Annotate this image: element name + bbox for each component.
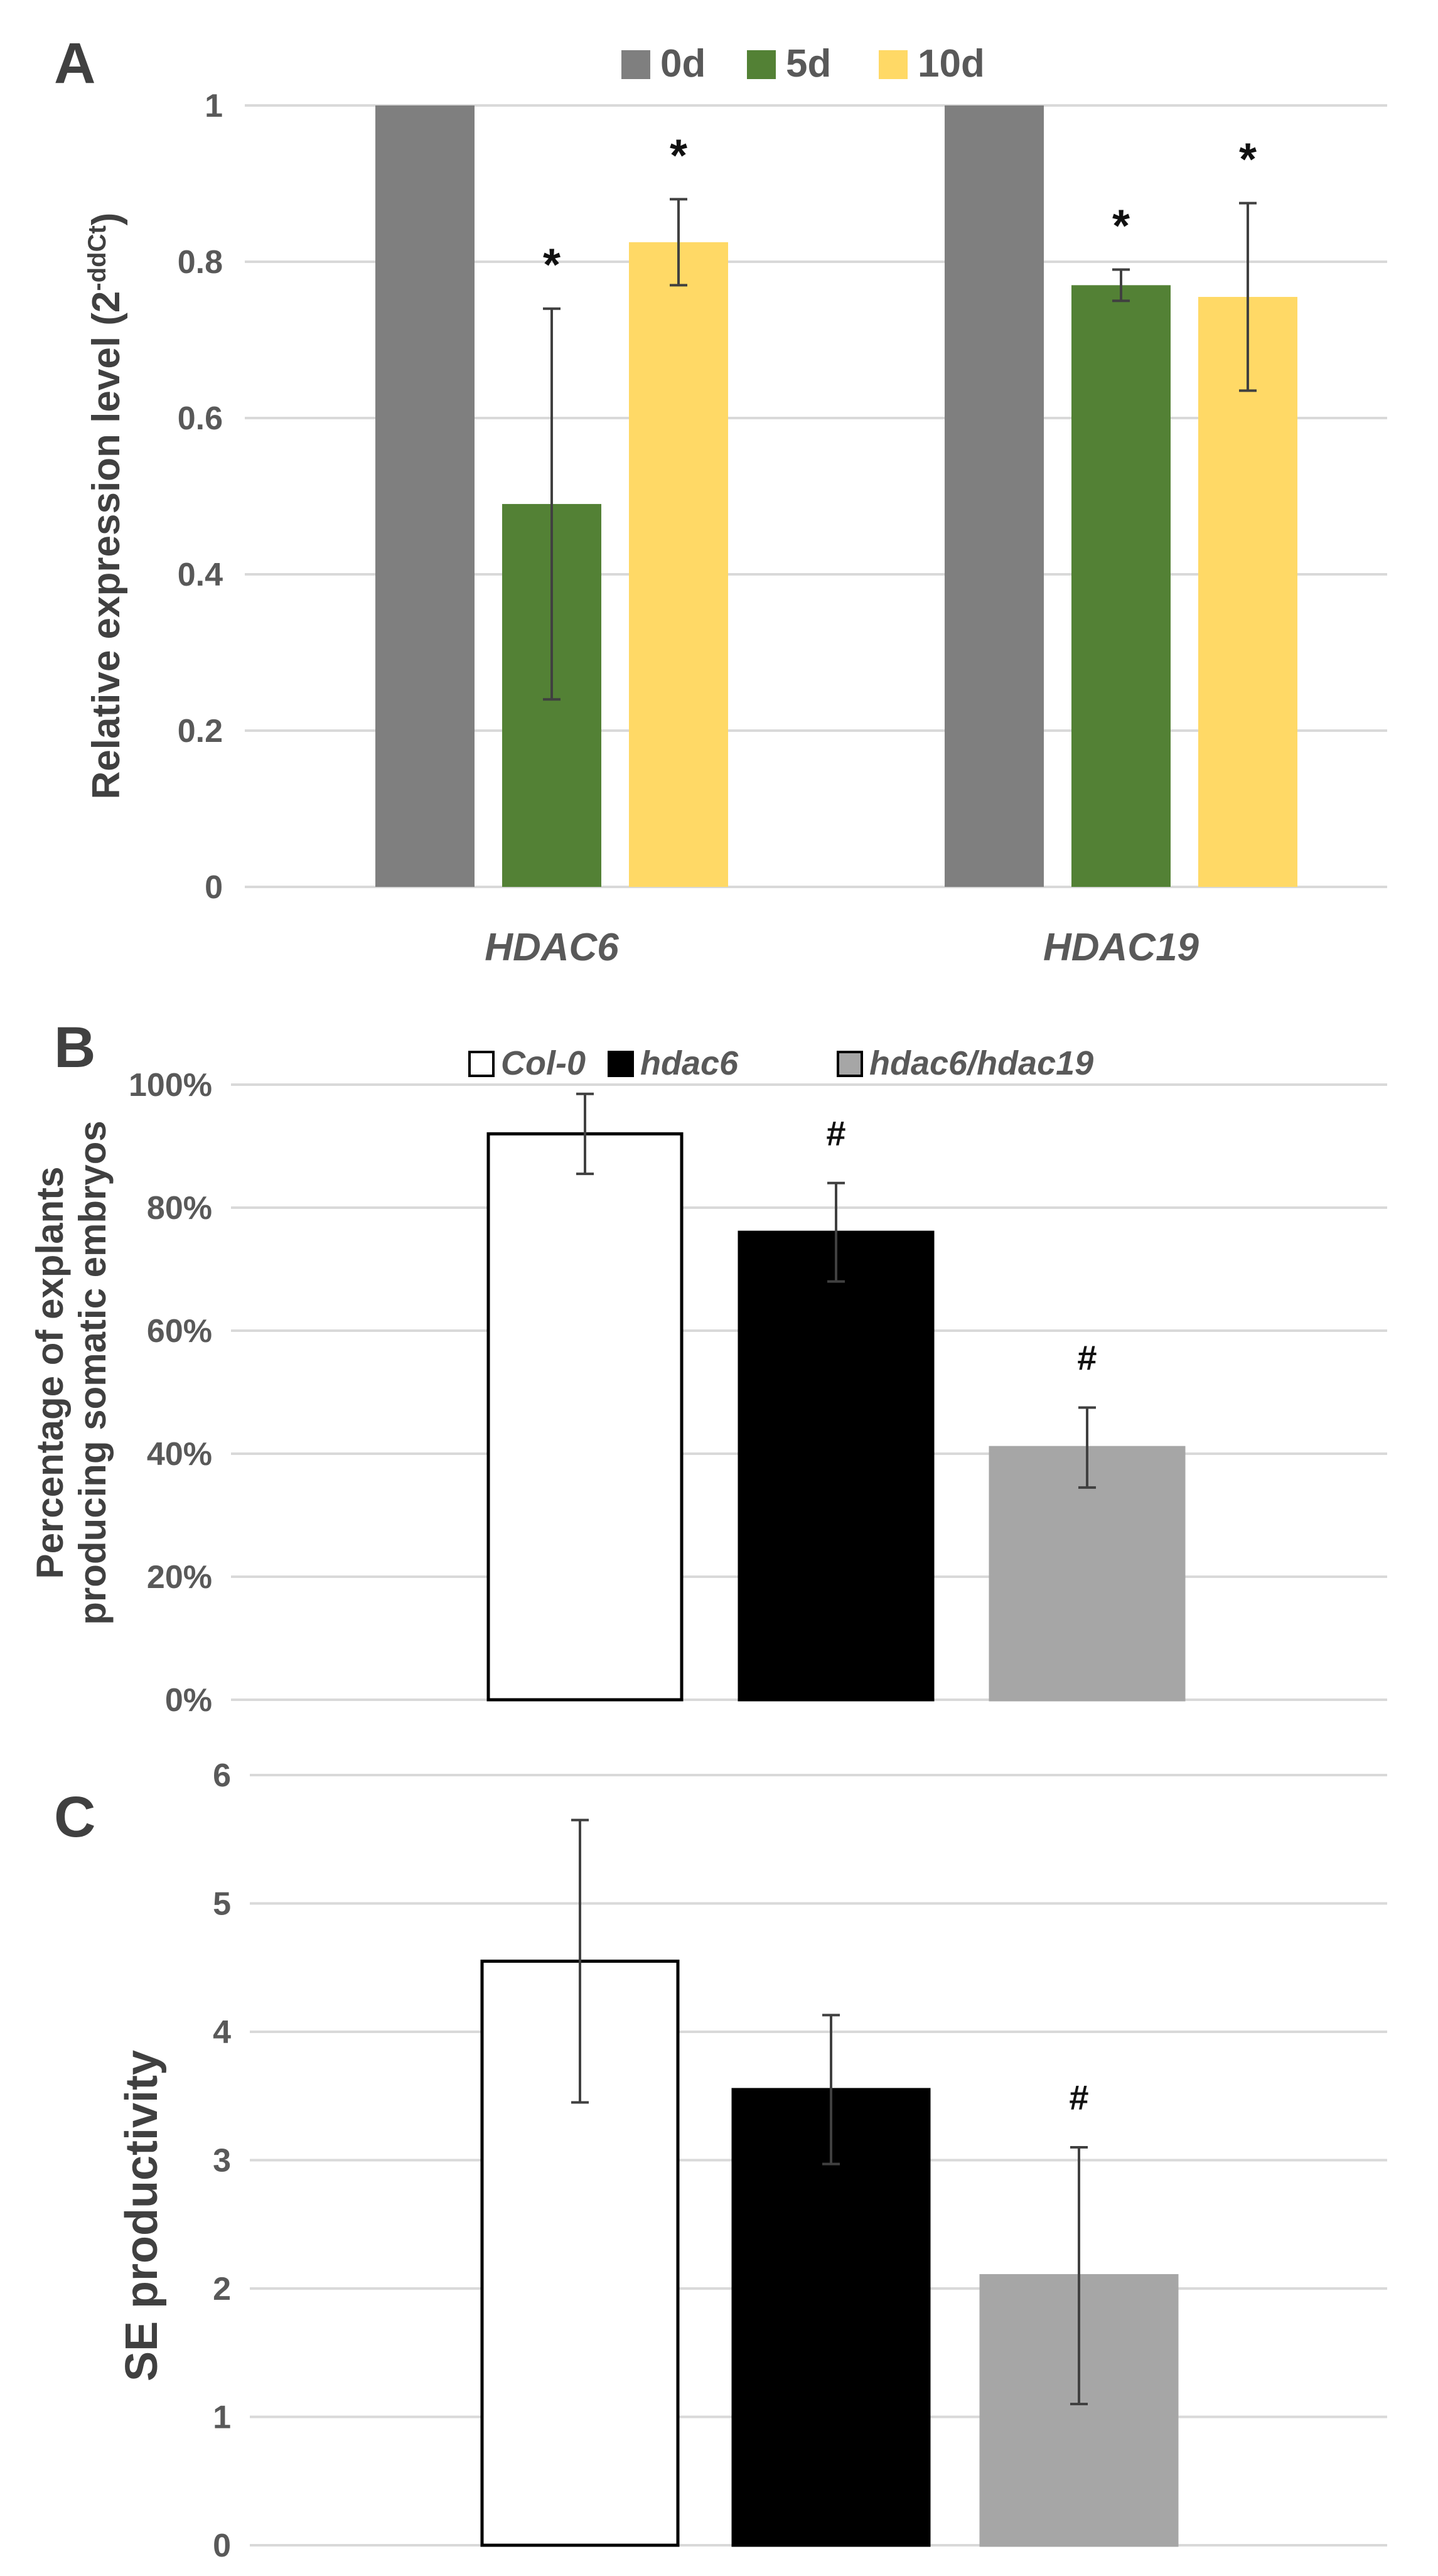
- panel-b-error-bar: [576, 1092, 594, 1176]
- panel-b-y-tick-label: 40%: [147, 1436, 212, 1473]
- panel-b: B 0% 20% 40% 60% 80% 100% Percentage of expla…: [29, 1016, 1387, 1719]
- panel-b-legend-label: hdac6/hdac19: [869, 1044, 1093, 1082]
- panel-a-y-tick-label: 0: [205, 869, 223, 906]
- panel-a-legend-swatch-5d: [747, 50, 776, 79]
- panel-a-y-tick-label: 0.4: [178, 557, 223, 593]
- panel-b-legend-swatch: [468, 1051, 495, 1077]
- panel-b-bar-hdac6-hdac19: [989, 1446, 1186, 1702]
- panel-c-y-tick-label: 1: [213, 2400, 231, 2436]
- panel-a-bar-hdac19-10d: [1198, 297, 1297, 887]
- panel-b-bar-hdac6: [738, 1230, 935, 1702]
- panel-b-significance-mark: #: [826, 1114, 845, 1153]
- panel-a-legend-swatch-10d: [879, 50, 908, 79]
- panel-a-error-bar: [543, 307, 561, 701]
- panel-b-bar-Col-0: [486, 1132, 684, 1702]
- panel-a-significance-mark: *: [1239, 135, 1257, 185]
- panel-c-bar-hdac6: [731, 2088, 931, 2547]
- panel-a-legend-label-5d: 5d: [786, 42, 831, 85]
- panel-b-legend-label: hdac6: [640, 1044, 739, 1082]
- panel-a-error-bar: [1239, 201, 1257, 392]
- panel-b-y-axis-label-line-2: producing somatic embryos: [72, 1120, 114, 1625]
- panel-c-y-tick-label: 0: [213, 2528, 231, 2564]
- panel-c-error-bar: [1070, 2146, 1088, 2406]
- panel-b-y-tick-label: 80%: [147, 1190, 212, 1226]
- panel-c-y-tick-label: 4: [213, 2014, 231, 2051]
- panel-b-error-bar: [1078, 1406, 1096, 1489]
- panel-a-significance-mark: *: [670, 131, 687, 181]
- panel-a-bar-hdac19-5d: [1071, 285, 1171, 888]
- panel-b-significance-mark: #: [1077, 1338, 1097, 1378]
- panel-b-y-tick-label: 100%: [129, 1067, 212, 1103]
- panel-c: C 0 1 2 3 4 5 6 SE productivity #: [54, 1758, 1387, 2564]
- panel-b-legend-swatch: [608, 1051, 634, 1077]
- panel-a-significance-mark: *: [543, 240, 561, 291]
- panel-c-y-tick-label: 6: [213, 1758, 231, 1794]
- panel-c-y-axis-label: SE productivity: [117, 2050, 167, 2381]
- panel-b-letter: B: [54, 1016, 95, 1080]
- panel-a-y-tick-label: 0.2: [178, 713, 223, 749]
- panel-a-bar-hdac6-10d: [629, 242, 728, 887]
- panel-b-error-bar: [827, 1181, 845, 1283]
- panel-a-significance-mark: *: [1112, 201, 1130, 251]
- panel-a-legend-swatch-0d: [621, 50, 650, 79]
- panel-a-legend-label-0d: 0d: [660, 42, 706, 85]
- panel-a-category-label: HDAC6: [485, 926, 619, 969]
- panel-a-bar-hdac19-0d: [945, 105, 1044, 887]
- panel-c-error-bar: [571, 1818, 589, 2104]
- panel-a-error-bar: [1112, 268, 1130, 303]
- panel-b-legend-label: Col-0: [501, 1044, 586, 1082]
- panel-a-letter: A: [54, 31, 95, 95]
- panel-c-error-bar: [822, 2014, 840, 2165]
- panel-b-y-tick-label: 20%: [147, 1559, 212, 1596]
- panel-b-y-axis-label-line-1: Percentage of explants: [29, 1167, 71, 1579]
- panel-a-y-tick-label: 1: [205, 88, 223, 124]
- panel-a-error-bar: [670, 198, 687, 287]
- panel-c-letter: C: [54, 1785, 95, 1849]
- panel-a-y-tick-label: 0.8: [178, 244, 223, 281]
- panel-b-y-tick-label: 60%: [147, 1313, 212, 1350]
- panel-c-y-tick-label: 2: [213, 2271, 231, 2307]
- panel-c-y-tick-label: 5: [213, 1886, 231, 1923]
- panel-a: A 0 0.2 0.4 0.6 0.8 1 Relative expression lev…: [54, 31, 1387, 969]
- panel-b-y-tick-label: 0%: [165, 1682, 212, 1719]
- panel-a-category-label: HDAC19: [1043, 926, 1199, 969]
- panel-a-y-tick-label: 0.6: [178, 400, 223, 437]
- panel-a-legend-label-10d: 10d: [918, 42, 985, 85]
- panel-b-legend-swatch: [837, 1051, 863, 1077]
- panel-a-bar-hdac6-0d: [375, 105, 475, 887]
- panel-c-y-tick-label: 3: [213, 2143, 231, 2179]
- panel-c-significance-mark: #: [1069, 2078, 1088, 2117]
- panel-a-y-axis-label: Relative expression level (2-ddCt): [83, 213, 128, 800]
